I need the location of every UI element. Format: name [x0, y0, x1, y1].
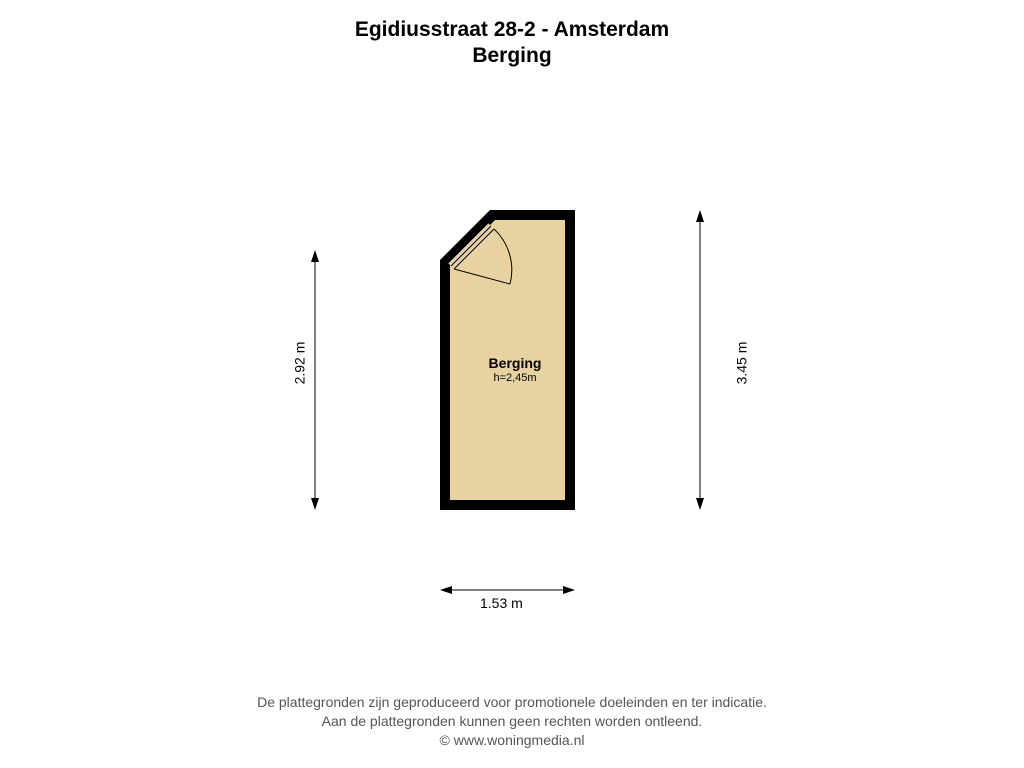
dim-left-svg	[305, 250, 325, 510]
room-label: Berging h=2,45m	[475, 355, 555, 384]
title-line2: Berging	[0, 44, 1024, 68]
header: Egidiusstraat 28-2 - Amsterdam Berging	[0, 18, 1024, 68]
floorplan: Berging h=2,45m 2.92 m 3.45 m 1.53 m	[0, 210, 1024, 610]
room-name: Berging	[475, 355, 555, 371]
title-line1: Egidiusstraat 28-2 - Amsterdam	[0, 18, 1024, 42]
dim-bottom-label: 1.53 m	[480, 595, 523, 611]
dim-right-label: 3.45 m	[733, 342, 749, 385]
dim-right-svg	[690, 210, 710, 510]
footer: De plattegronden zijn geproduceerd voor …	[0, 693, 1024, 750]
dim-left-label: 2.92 m	[291, 342, 307, 385]
footer-line3: © www.woningmedia.nl	[0, 731, 1024, 750]
dimension-left	[305, 250, 325, 515]
room-height: h=2,45m	[475, 372, 555, 384]
dimension-right	[690, 210, 710, 515]
footer-line1: De plattegronden zijn geproduceerd voor …	[0, 693, 1024, 712]
footer-line2: Aan de plattegronden kunnen geen rechten…	[0, 712, 1024, 731]
